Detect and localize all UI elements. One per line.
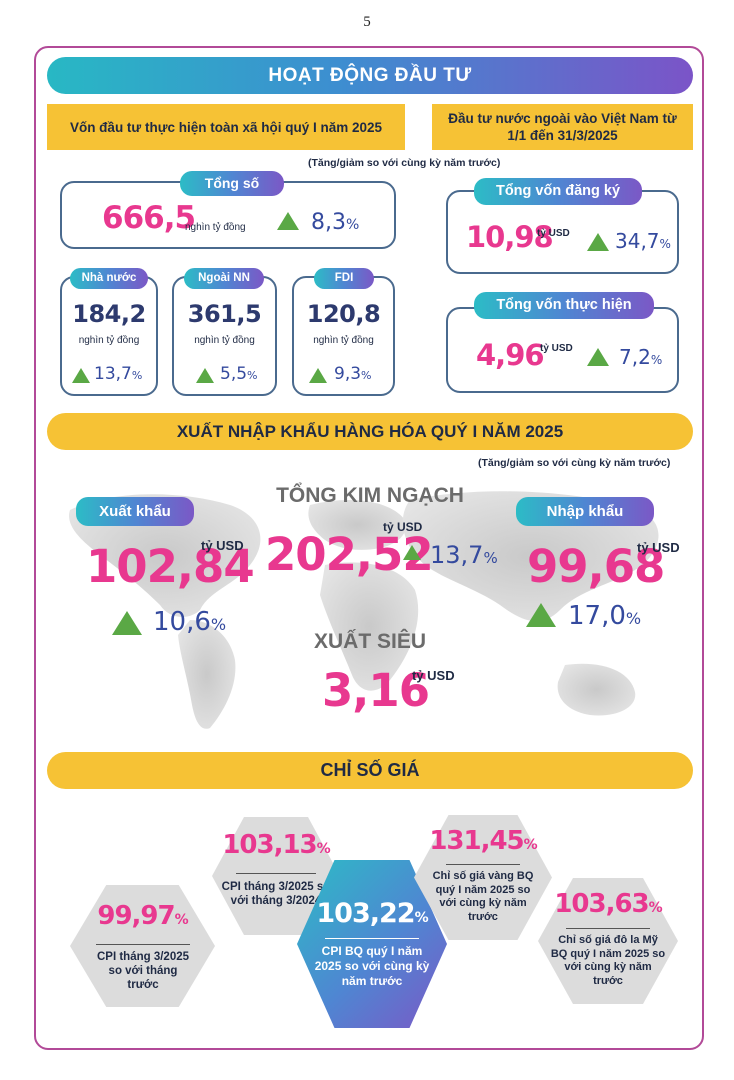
disbursed-card <box>446 307 679 393</box>
fdi-pill: FDI <box>314 268 374 289</box>
investment-right-header: Đầu tư nước ngoài vào Việt Nam từ 1/1 đế… <box>432 104 693 150</box>
registered-value: 10,98 <box>466 220 554 254</box>
gold-value: 131,45% <box>429 826 537 856</box>
total-investment-value: 666,5 <box>102 200 196 236</box>
fdi-unit: nghìn tỷ đồng <box>313 335 374 346</box>
nonstate-pill: Ngoài NN <box>184 268 264 289</box>
up-arrow-icon <box>587 233 609 251</box>
prices-title: CHỈ SỐ GIÁ <box>47 752 693 789</box>
gold-label: Chỉ số giá vàng BQ quý I năm 2025 so với… <box>432 870 534 923</box>
up-arrow-icon <box>587 348 609 366</box>
nonstate-unit: nghìn tỷ đồng <box>194 335 255 346</box>
divider <box>236 873 316 874</box>
investment-note: (Tăng/giảm so với cùng kỳ năm trước) <box>308 157 501 169</box>
state-change: 13,7% <box>94 364 143 384</box>
investment-left-header: Vốn đầu tư thực hiện toàn xã hội quý I n… <box>47 104 405 150</box>
registered-unit: tỷ USD <box>537 228 570 239</box>
trade-note: (Tăng/giảm so với cùng kỳ năm trước) <box>478 457 671 469</box>
up-arrow-icon <box>309 368 327 383</box>
investment-title: HOẠT ĐỘNG ĐẦU TƯ <box>47 57 693 94</box>
disbursed-pill: Tổng vốn thực hiện <box>474 292 654 319</box>
import-value: 99,68 <box>527 540 665 593</box>
total-trade-change: 13,7% <box>430 541 498 569</box>
page-frame <box>34 46 704 1050</box>
disbursed-change: 7,2% <box>619 345 663 369</box>
trade-title: XUẤT NHẬP KHẨU HÀNG HÓA QUÝ I NĂM 2025 <box>47 413 693 450</box>
import-change: 17,0% <box>568 601 642 631</box>
cpi-yoy-label: CPI tháng 3/2025 so với tháng 3/2024 <box>221 881 331 907</box>
cpi-avg-label: CPI BQ quý I năm 2025 so với cùng kỳ năm… <box>314 944 430 988</box>
usd-label: Chỉ số giá đô la Mỹ BQ quý I năm 2025 so… <box>550 934 666 987</box>
up-arrow-icon <box>196 368 214 383</box>
total-trade-unit: tỷ USD <box>383 520 423 534</box>
total-investment-change: 8,3% <box>311 210 360 235</box>
divider <box>325 938 419 939</box>
state-unit: nghìn tỷ đồng <box>78 335 140 346</box>
disbursed-unit: tỷ USD <box>540 343 573 354</box>
divider <box>566 928 650 929</box>
usd-value: 103,63% <box>554 889 662 919</box>
up-arrow-icon <box>403 545 421 560</box>
nonstate-card <box>172 276 277 396</box>
cpi-yoy-value: 103,13% <box>222 830 330 860</box>
up-arrow-icon <box>72 368 90 383</box>
import-unit: tỷ USD <box>637 540 680 555</box>
surplus-value: 3,16 <box>322 664 430 717</box>
registered-pill: Tổng vốn đăng ký <box>474 178 642 205</box>
export-value: 102,84 <box>86 540 255 593</box>
state-value: 184,2 <box>72 300 146 328</box>
cpi-avg-value: 103,22% <box>316 898 428 929</box>
surplus-label: XUẤT SIÊU <box>313 630 426 653</box>
total-investment-unit: nghìn tỷ đồng <box>185 222 246 233</box>
import-pill: Nhập khẩu <box>516 497 654 526</box>
up-arrow-icon <box>526 603 556 627</box>
surplus-unit: tỷ USD <box>412 668 455 683</box>
total-trade-label: TỔNG KIM NGẠCH <box>276 484 464 507</box>
up-arrow-icon <box>277 212 299 230</box>
export-change: 10,6% <box>153 607 227 637</box>
divider <box>446 864 520 865</box>
fdi-change: 9,3% <box>334 364 372 384</box>
export-pill: Xuất khẩu <box>76 497 194 526</box>
registered-change: 34,7% <box>615 229 671 253</box>
export-unit: tỷ USD <box>201 538 244 553</box>
page-number: 5 <box>363 14 371 30</box>
nonstate-value: 361,5 <box>187 300 262 328</box>
total-investment-pill: Tổng số <box>180 171 284 196</box>
nonstate-change: 5,5% <box>220 364 258 384</box>
cpi-prev-month-value: 99,97% <box>97 901 188 931</box>
up-arrow-icon <box>112 611 142 635</box>
fdi-value: 120,8 <box>306 300 381 328</box>
divider <box>96 944 190 945</box>
disbursed-value: 4,96 <box>476 338 545 372</box>
state-pill: Nhà nước <box>70 268 148 289</box>
cpi-prev-month-label: CPI tháng 3/2025 so với tháng trước <box>96 951 190 991</box>
